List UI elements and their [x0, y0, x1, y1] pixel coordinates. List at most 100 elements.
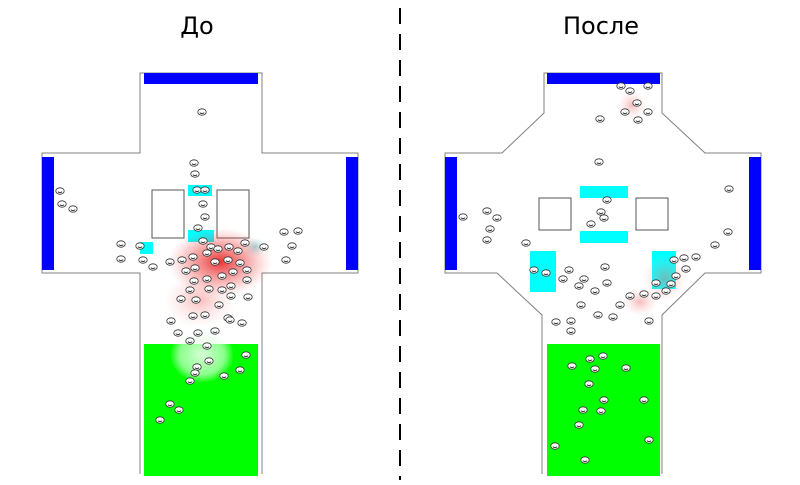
- agent-marker: [185, 337, 195, 345]
- agent-marker: [192, 363, 202, 371]
- exit-right: [346, 157, 358, 270]
- agent-marker: [57, 200, 67, 208]
- agent-marker: [138, 256, 148, 264]
- agent-marker: [213, 245, 223, 253]
- agent-marker: [679, 254, 689, 262]
- exit-left: [42, 157, 54, 270]
- agent-marker: [643, 108, 653, 116]
- agent-marker: [608, 313, 618, 321]
- agent-marker: [590, 287, 600, 295]
- agent-marker: [166, 317, 176, 325]
- agent-marker: [529, 266, 539, 274]
- agent-marker: [595, 115, 605, 123]
- agent-marker: [226, 292, 236, 300]
- pillar: [151, 189, 185, 239]
- exit-left: [445, 157, 457, 270]
- agent-marker: [189, 159, 199, 167]
- agent-marker: [551, 318, 561, 326]
- agent-marker: [625, 292, 635, 300]
- agent-marker: [181, 267, 191, 275]
- agent-marker: [200, 213, 210, 221]
- agent-marker: [281, 256, 291, 264]
- agent-marker: [632, 99, 642, 107]
- agent-marker: [226, 282, 236, 290]
- agent-marker: [191, 296, 201, 304]
- agent-marker: [200, 311, 210, 319]
- agent-marker: [116, 255, 126, 263]
- agent-marker: [224, 243, 234, 251]
- exit-top: [144, 73, 258, 84]
- agent-marker: [190, 170, 200, 178]
- agent-marker: [485, 225, 495, 233]
- agent-marker: [242, 276, 252, 284]
- agent-marker: [639, 396, 649, 404]
- agent-marker: [590, 365, 600, 373]
- agent-marker: [235, 366, 245, 374]
- agent-marker: [241, 351, 251, 359]
- agent-marker: [210, 258, 220, 266]
- agent-marker: [293, 227, 303, 235]
- agent-marker: [620, 108, 630, 116]
- agent-marker: [210, 327, 220, 335]
- agent-marker: [633, 116, 643, 124]
- agent-marker: [206, 243, 216, 251]
- agent-marker: [235, 259, 245, 267]
- agent-marker: [521, 239, 531, 247]
- agent-marker: [458, 213, 468, 221]
- agent-marker: [596, 208, 606, 216]
- agent-marker: [237, 319, 247, 327]
- agent-marker: [616, 82, 626, 90]
- agent-marker: [602, 196, 612, 204]
- agent-marker: [639, 290, 649, 298]
- agent-marker: [197, 108, 207, 116]
- agent-marker: [586, 220, 596, 228]
- agent-marker: [644, 317, 654, 325]
- agent-marker: [550, 442, 560, 450]
- agent-marker: [202, 342, 212, 350]
- pillar: [538, 197, 572, 231]
- panel-title-after: После: [562, 12, 640, 40]
- agent-marker: [579, 275, 589, 283]
- agent-marker: [541, 269, 551, 277]
- agent-marker: [600, 263, 610, 271]
- agent-marker: [198, 200, 208, 208]
- agent-marker: [217, 272, 227, 280]
- panel-before: [41, 72, 359, 476]
- cyan-obstacle: [580, 231, 628, 243]
- agent-marker: [598, 352, 608, 360]
- agent-marker: [482, 236, 492, 244]
- agent-marker: [185, 286, 195, 294]
- agent-marker: [68, 205, 78, 213]
- agent-marker: [482, 207, 492, 215]
- agent-marker: [214, 301, 224, 309]
- agent-marker: [602, 279, 612, 287]
- agent-marker: [165, 258, 175, 266]
- agent-marker: [666, 280, 676, 288]
- agents-before: [55, 108, 303, 424]
- agent-marker: [192, 186, 202, 194]
- agent-marker: [190, 369, 200, 377]
- agent-marker: [669, 256, 679, 264]
- agent-marker: [599, 214, 609, 222]
- agent-marker: [596, 407, 606, 415]
- agent-marker: [681, 265, 691, 273]
- agent-marker: [202, 275, 212, 283]
- agent-marker: [174, 406, 184, 414]
- agent-marker: [135, 242, 145, 250]
- panel-after: [444, 72, 762, 476]
- agent-marker: [173, 329, 183, 337]
- agent-marker: [233, 247, 243, 255]
- agent-marker: [566, 317, 576, 325]
- agent-marker: [204, 285, 214, 293]
- agent-marker: [671, 272, 681, 280]
- agent-marker: [651, 279, 661, 287]
- agent-marker: [558, 275, 568, 283]
- agent-marker: [204, 357, 214, 365]
- agent-marker: [644, 436, 654, 444]
- panel-title-before: До: [180, 12, 214, 40]
- agent-marker: [223, 256, 233, 264]
- agent-marker: [564, 266, 574, 274]
- agent-marker: [710, 241, 720, 249]
- agent-marker: [621, 364, 631, 372]
